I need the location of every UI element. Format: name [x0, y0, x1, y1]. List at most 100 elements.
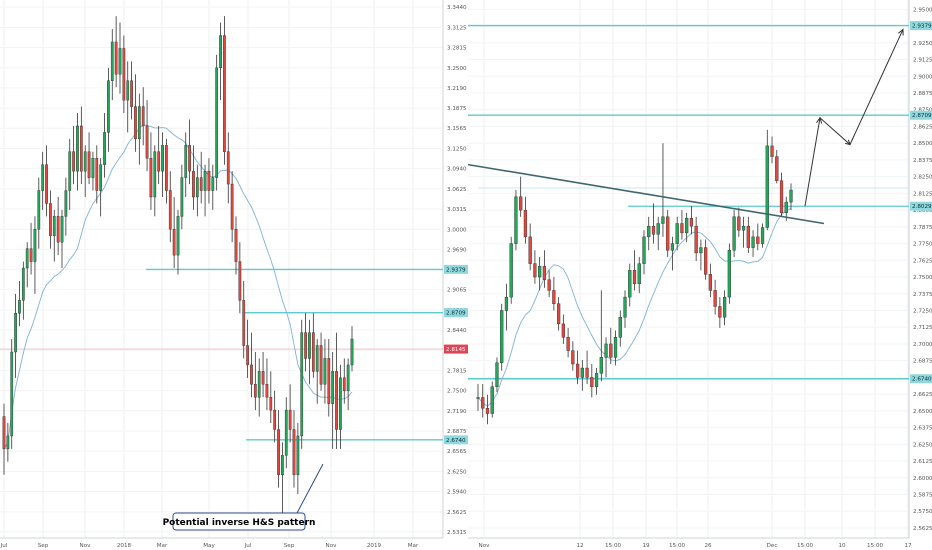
bearish-candle[interactable] [775, 156, 779, 181]
bullish-candle[interactable] [789, 189, 793, 203]
bearish-candle[interactable] [149, 158, 153, 198]
bullish-candle[interactable] [110, 41, 114, 81]
bearish-candle[interactable] [335, 371, 338, 430]
bullish-candle[interactable] [339, 377, 342, 430]
bullish-candle[interactable] [284, 409, 288, 456]
bearish-candle[interactable] [141, 106, 145, 127]
bearish-candle[interactable] [273, 409, 277, 430]
bullish-candle[interactable] [751, 236, 755, 248]
bearish-candle[interactable] [45, 164, 48, 204]
bearish-candle[interactable] [533, 263, 537, 278]
bearish-candle[interactable] [566, 337, 570, 351]
bullish-candle[interactable] [60, 216, 64, 243]
bearish-candle[interactable] [666, 216, 670, 251]
bullish-candle[interactable] [699, 247, 703, 254]
bearish-candle[interactable] [713, 290, 717, 307]
bearish-candle[interactable] [292, 429, 296, 475]
bearish-candle[interactable] [122, 48, 126, 101]
bearish-candle[interactable] [485, 407, 490, 414]
bullish-candle[interactable] [509, 243, 513, 298]
bearish-candle[interactable] [680, 223, 684, 234]
bullish-candle[interactable] [656, 223, 660, 235]
bullish-candle[interactable] [490, 386, 494, 414]
bullish-candle[interactable] [613, 337, 618, 358]
bullish-candle[interactable] [211, 177, 215, 191]
bullish-candle[interactable] [647, 225, 651, 238]
bearish-candle[interactable] [585, 367, 589, 378]
bullish-candle[interactable] [37, 190, 41, 230]
bearish-candle[interactable] [694, 225, 698, 254]
bearish-candle[interactable] [708, 274, 713, 291]
bullish-candle[interactable] [604, 343, 608, 358]
bullish-candle[interactable] [41, 164, 45, 191]
bearish-candle[interactable] [542, 266, 547, 280]
bearish-candle[interactable] [95, 158, 99, 191]
bearish-candle[interactable] [238, 261, 242, 301]
bearish-candle[interactable] [134, 106, 137, 140]
bearish-candle[interactable] [547, 279, 551, 291]
bearish-candle[interactable] [72, 151, 75, 172]
bearish-candle[interactable] [145, 125, 149, 159]
bearish-candle[interactable] [561, 323, 565, 338]
bearish-candle[interactable] [571, 350, 575, 365]
bullish-candle[interactable] [215, 67, 219, 178]
bullish-candle[interactable] [33, 229, 37, 262]
bullish-candle[interactable] [315, 345, 319, 372]
bullish-candle[interactable] [91, 158, 95, 178]
bullish-candle[interactable] [760, 227, 765, 244]
bearish-candle[interactable] [234, 229, 238, 262]
bullish-candle[interactable] [126, 80, 130, 101]
bullish-candle[interactable] [281, 455, 284, 475]
bearish-candle[interactable] [199, 177, 203, 191]
bullish-candle[interactable] [732, 216, 736, 251]
bullish-candle[interactable] [504, 296, 509, 311]
bullish-candle[interactable] [514, 196, 518, 244]
bearish-candle[interactable] [253, 384, 257, 398]
bearish-candle[interactable] [29, 248, 33, 262]
bearish-candle[interactable] [130, 80, 133, 107]
bullish-candle[interactable] [670, 243, 675, 251]
bearish-candle[interactable] [779, 180, 784, 213]
bullish-candle[interactable] [52, 216, 56, 236]
bullish-candle[interactable] [180, 177, 184, 217]
bearish-candle[interactable] [172, 229, 176, 256]
bearish-candle[interactable] [226, 151, 230, 185]
bearish-candle[interactable] [2, 416, 6, 450]
bearish-candle[interactable] [481, 397, 485, 409]
bullish-candle[interactable] [323, 358, 327, 385]
bullish-candle[interactable] [153, 151, 157, 198]
bearish-candle[interactable] [192, 170, 195, 198]
bullish-candle[interactable] [83, 151, 87, 172]
bearish-candle[interactable] [311, 332, 315, 372]
bearish-candle[interactable] [575, 363, 580, 378]
bullish-candle[interactable] [257, 371, 261, 398]
bullish-candle[interactable] [628, 270, 632, 298]
bullish-candle[interactable] [599, 357, 603, 374]
bearish-candle[interactable] [342, 377, 346, 391]
bullish-candle[interactable] [500, 310, 504, 363]
bearish-candle[interactable] [609, 343, 613, 358]
bearish-candle[interactable] [689, 217, 694, 227]
bearish-candle[interactable] [188, 145, 191, 172]
bearish-candle[interactable] [718, 306, 722, 318]
bearish-candle[interactable] [770, 145, 774, 157]
bearish-candle[interactable] [242, 300, 246, 346]
bearish-candle[interactable] [261, 371, 265, 385]
bullish-candle[interactable] [176, 216, 180, 256]
bearish-candle[interactable] [288, 409, 292, 430]
bearish-candle[interactable] [79, 125, 83, 172]
bearish-candle[interactable] [56, 216, 60, 243]
bullish-candle[interactable] [538, 266, 542, 278]
bullish-candle[interactable] [661, 216, 665, 224]
bullish-candle[interactable] [308, 332, 311, 359]
bullish-candle[interactable] [184, 145, 188, 178]
bearish-candle[interactable] [528, 236, 532, 264]
bullish-candle[interactable] [722, 296, 727, 318]
bearish-candle[interactable] [277, 429, 280, 475]
bullish-candle[interactable] [25, 248, 29, 269]
bullish-candle[interactable] [118, 48, 122, 75]
bearish-candle[interactable] [632, 270, 637, 284]
bullish-candle[interactable] [103, 132, 106, 165]
bullish-candle[interactable] [594, 373, 599, 387]
bullish-candle[interactable] [346, 364, 350, 391]
